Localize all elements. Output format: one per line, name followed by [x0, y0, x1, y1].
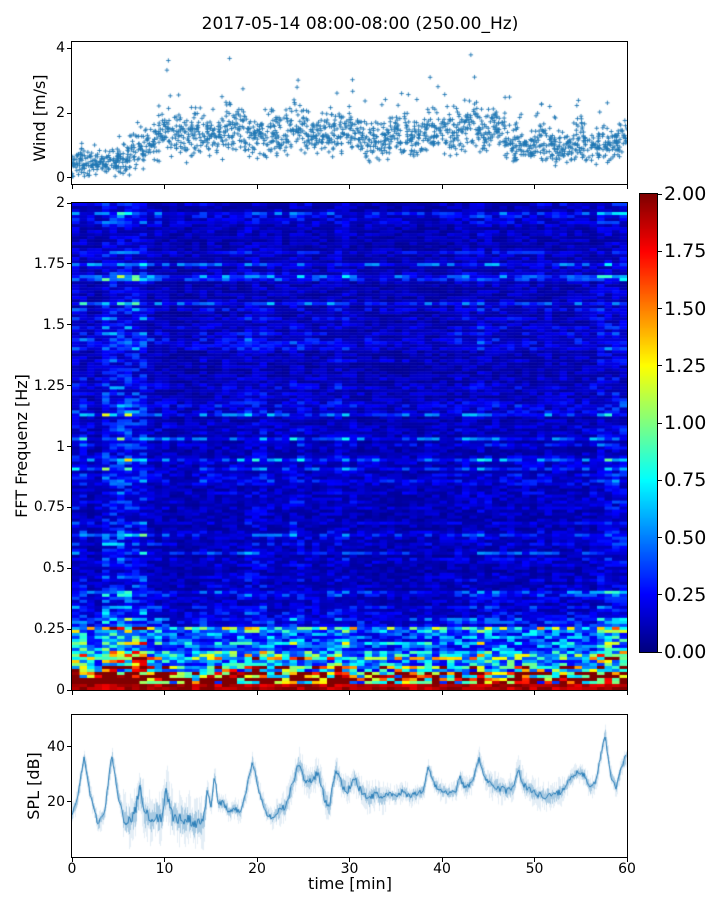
tick-mark: [67, 567, 71, 569]
tick-mark: [67, 385, 71, 387]
colorbar-tick-label: 0.25: [664, 583, 707, 606]
tick-mark: [67, 746, 71, 748]
y-tick-label: 1: [56, 438, 65, 455]
x-tick-mark: [349, 691, 350, 695]
y-tick-label: 2: [56, 195, 65, 211]
wind-scatter-plot: [72, 42, 627, 184]
x-tick-mark: [534, 691, 535, 695]
y-tick-label: 1.25: [33, 377, 65, 394]
colorbar-tick-label: 1.00: [664, 412, 707, 434]
colorbar-tick-label: 1.50: [664, 297, 707, 320]
x-tick-label: 60: [618, 861, 636, 877]
x-tick-label: 40: [433, 861, 451, 877]
tick-mark: [67, 112, 71, 114]
x-tick-mark: [626, 185, 628, 189]
x-tick-mark: [256, 185, 258, 189]
tick-mark: [67, 263, 71, 265]
colorbar-tick-label: 1.75: [664, 240, 707, 263]
tick-mark: [67, 506, 71, 508]
x-tick-mark: [349, 185, 350, 189]
colorbar-tick-label: 0.00: [664, 641, 707, 663]
x-tick-label: 20: [248, 861, 266, 877]
colorbar-tick-label: 2.00: [664, 183, 707, 205]
x-tick-mark: [164, 858, 165, 862]
x-tick-mark: [71, 691, 73, 695]
colorbar-gradient: [640, 194, 657, 652]
y-tick-label: 2: [56, 105, 65, 121]
y-tick-label: 0: [56, 169, 65, 186]
colorbar-tick-mark: [658, 651, 662, 653]
colorbar-tick-label: 0.75: [664, 469, 707, 492]
colorbar-tick-mark: [658, 193, 662, 195]
tick-mark: [67, 202, 71, 204]
colorbar-tick-mark: [658, 365, 662, 367]
y-tick-label: 4: [56, 40, 65, 57]
x-tick-mark: [626, 691, 628, 695]
x-tick-mark: [164, 185, 165, 189]
x-tick-mark: [534, 858, 535, 862]
colorbar-tick-mark: [658, 594, 662, 596]
x-tick-mark: [349, 858, 350, 862]
tick-mark: [67, 628, 71, 630]
figure-title: 2017-05-14 08:00-08:00 (250.00_Hz): [201, 14, 519, 34]
tick-mark: [67, 324, 71, 326]
x-tick-mark: [534, 185, 535, 189]
wind-axes: [71, 41, 628, 185]
tick-mark: [67, 446, 71, 447]
tick-mark: [67, 801, 71, 803]
x-tick-label: 0: [67, 861, 77, 877]
x-tick-mark: [441, 858, 443, 862]
tick-mark: [67, 689, 71, 691]
time-x-axis-label: time [min]: [308, 874, 392, 893]
x-tick-mark: [71, 858, 73, 862]
x-tick-label: 50: [525, 861, 544, 877]
tick-mark: [67, 177, 71, 179]
colorbar: [639, 193, 658, 653]
colorbar-tick-mark: [658, 479, 662, 481]
spectrogram-axes: [71, 202, 628, 691]
x-tick-mark: [256, 691, 258, 695]
x-tick-mark: [441, 185, 443, 189]
tick-mark: [67, 47, 71, 49]
y-tick-label: 0.75: [33, 499, 65, 516]
x-tick-label: 10: [155, 861, 174, 877]
x-tick-mark: [71, 185, 73, 189]
y-tick-label: 0.5: [42, 560, 65, 577]
y-tick-label: 20: [47, 793, 65, 810]
colorbar-tick-mark: [658, 308, 662, 309]
y-tick-label: 1.5: [42, 316, 65, 333]
spl-axes: [71, 714, 628, 858]
x-tick-mark: [626, 858, 628, 862]
x-tick-mark: [441, 691, 443, 695]
colorbar-tick-mark: [658, 537, 662, 538]
spl-y-axis-label: SPL [dB]: [24, 752, 43, 820]
y-tick-label: 0: [56, 682, 65, 698]
y-tick-label: 0.25: [33, 621, 65, 638]
y-tick-label: 1.75: [33, 255, 65, 272]
colorbar-tick-mark: [658, 422, 662, 424]
spl-line-plot: [72, 715, 627, 857]
colorbar-tick-label: 0.50: [664, 526, 707, 549]
colorbar-tick-label: 1.25: [664, 354, 707, 377]
colorbar-tick-mark: [658, 250, 662, 252]
fft-spectrogram-heatmap: [72, 203, 627, 690]
x-tick-mark: [256, 858, 258, 862]
x-tick-label: 30: [340, 861, 359, 877]
x-tick-mark: [164, 691, 165, 695]
y-tick-label: 40: [47, 738, 65, 755]
